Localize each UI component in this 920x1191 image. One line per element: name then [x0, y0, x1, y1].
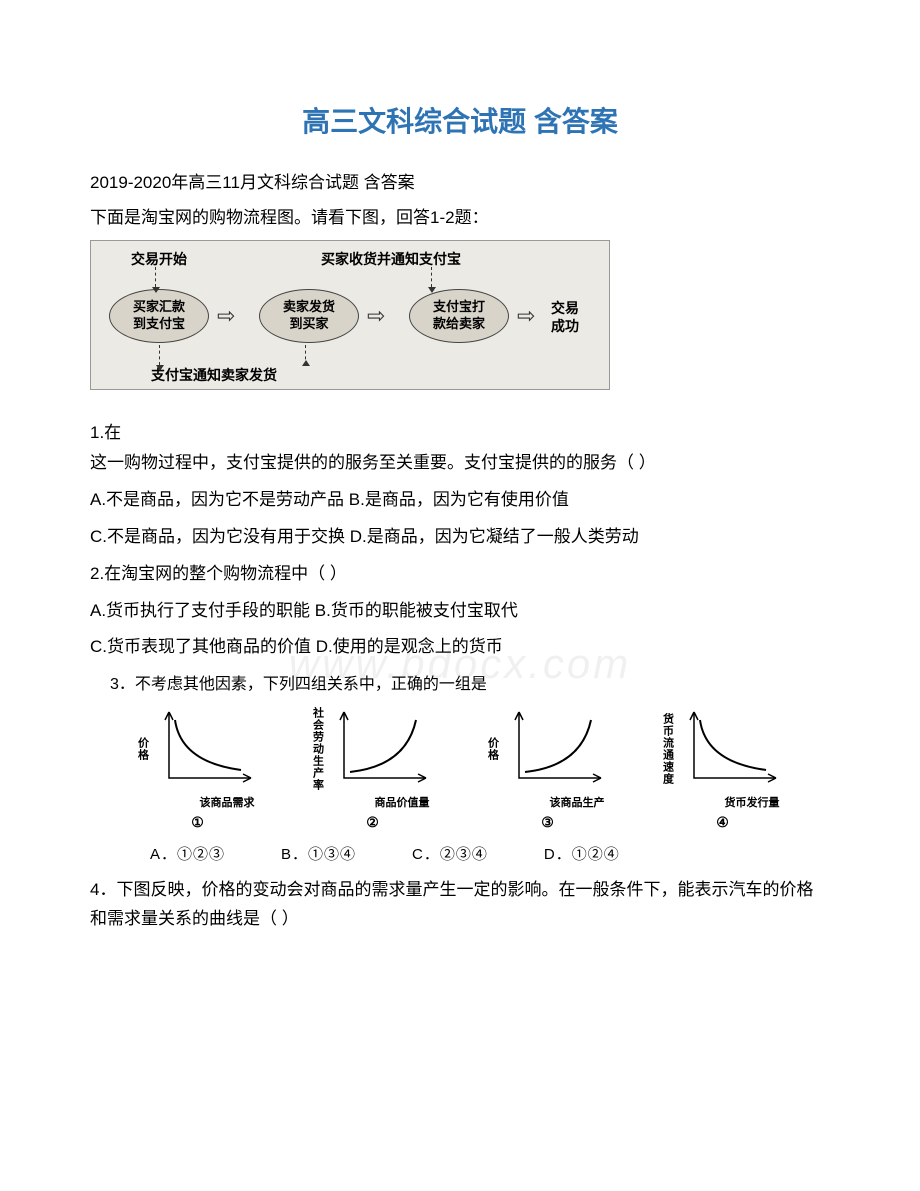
- chart-svg: [151, 704, 261, 794]
- chart-xlabel: 商品价值量: [375, 794, 430, 810]
- flowchart-diagram: 交易开始 买家收货并通知支付宝买家汇款 到支付宝卖家发货 到买家支付宝打 款给卖家…: [90, 240, 610, 390]
- q4-text: 4．下图反映，价格的变动会对商品的需求量产生一定的影响。在一般条件下，能表示汽车…: [90, 876, 830, 934]
- subtitle: 2019-2020年高三11月文科综合试题 含答案: [90, 168, 830, 193]
- flow-oval: 卖家发货 到买家: [259, 289, 359, 343]
- flow-oval: 买家汇款 到支付宝: [109, 289, 209, 343]
- flow-bottom-label: 支付宝通知卖家发货: [151, 365, 277, 385]
- flow-end: 交易 成功: [551, 299, 579, 335]
- flow-top-label: 交易开始: [131, 249, 187, 269]
- mini-chart: 价格该商品生产 ③: [485, 704, 611, 831]
- dash-arrow-icon: [155, 267, 156, 287]
- dash-arrow-icon: [305, 345, 306, 365]
- q3-charts: 价格该商品需求 ① 社会劳动生产率商品价值量 ② 价格该商品生产 ③ 货币流通速度货币发行量…: [110, 704, 810, 831]
- q1-text: 这一购物过程中，支付宝提供的的服务至关重要。支付宝提供的的服务（ ）: [90, 449, 830, 478]
- chart-ylabel: 价格: [135, 737, 151, 761]
- page-title: 高三文科综合试题 含答案: [90, 100, 830, 140]
- arrow-right-icon: ⇨: [367, 303, 385, 329]
- chart-number: ④: [716, 814, 729, 831]
- q3-option: A．①②③: [150, 846, 225, 863]
- chart-xlabel: 该商品生产: [550, 794, 605, 810]
- q1-num: 1.在: [90, 418, 830, 443]
- q3-option: C．②③④: [412, 846, 488, 863]
- chart-number: ③: [541, 814, 554, 831]
- flow-oval: 支付宝打 款给卖家: [409, 289, 509, 343]
- q2-options-2: C.货币表现了其他商品的价值 D.使用的是观念上的货币: [90, 633, 830, 662]
- chart-ylabel: 价格: [485, 737, 501, 761]
- q1-options-2: C.不是商品，因为它没有用于交换 D.是商品，因为它凝结了一般人类劳动: [90, 523, 830, 552]
- q2-text: 2.在淘宝网的整个购物流程中（ ）: [90, 560, 830, 589]
- dash-arrow-icon: [431, 267, 432, 287]
- flow-top-label: 买家收货并通知支付宝: [321, 249, 461, 269]
- mini-chart: 社会劳动生产率商品价值量 ②: [310, 704, 436, 831]
- mini-chart: 货币流通速度货币发行量 ④: [660, 704, 786, 831]
- q3-option: B．①③④: [281, 846, 356, 863]
- chart-ylabel: 社会劳动生产率: [310, 707, 326, 791]
- q2-options-1: A.货币执行了支付手段的职能 B.货币的职能被支付宝取代: [90, 597, 830, 626]
- q3-option: D．①②④: [544, 846, 620, 863]
- chart-xlabel: 该商品需求: [200, 794, 255, 810]
- chart-ylabel: 货币流通速度: [660, 713, 676, 785]
- q3-text: 3．不考虑其他因素，下列四组关系中，正确的一组是: [90, 670, 830, 694]
- dash-arrow-icon: [159, 345, 160, 365]
- chart-svg: [676, 704, 786, 794]
- arrow-right-icon: ⇨: [517, 303, 535, 329]
- chart-svg: [501, 704, 611, 794]
- chart-number: ②: [366, 814, 379, 831]
- q1-options-1: A.不是商品，因为它不是劳动产品 B.是商品，因为它有使用价值: [90, 486, 830, 515]
- mini-chart: 价格该商品需求 ①: [135, 704, 261, 831]
- chart-svg: [326, 704, 436, 794]
- chart-number: ①: [191, 814, 204, 831]
- arrow-right-icon: ⇨: [217, 303, 235, 329]
- chart-xlabel: 货币发行量: [725, 794, 780, 810]
- q3-options: A．①②③ B．①③④ C．②③④ D．①②④: [90, 843, 830, 864]
- intro-text: 下面是淘宝网的购物流程图。请看下图，回答1-2题：: [90, 203, 830, 228]
